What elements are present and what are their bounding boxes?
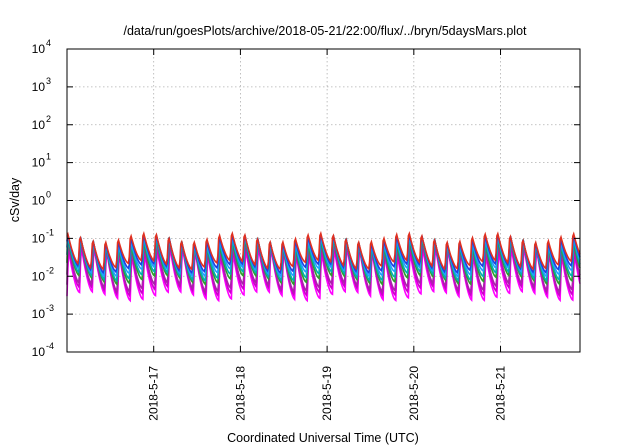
- y-tick-exponent: 3: [46, 76, 51, 86]
- y-tick-label: 10: [32, 307, 46, 321]
- y-tick-exponent: 0: [46, 190, 51, 200]
- chart-title: /data/run/goesPlots/archive/2018-05-21/2…: [123, 24, 527, 38]
- y-tick-label: 10: [32, 118, 46, 132]
- x-axis-title: Coordinated Universal Time (UTC): [227, 431, 419, 445]
- y-tick-exponent: -3: [46, 303, 54, 313]
- y-tick-exponent: 1: [46, 152, 51, 162]
- x-tick-label: 2018-5-17: [147, 366, 161, 421]
- y-tick-label: 10: [32, 231, 46, 245]
- x-axis: 2018-5-17 2018-5-18 2018-5-19 2018-5-20 2018…: [147, 49, 508, 421]
- series-line: [66, 230, 581, 271]
- y-axis-title: cSv/day: [8, 177, 22, 222]
- y-tick-label: 10: [32, 156, 46, 170]
- y-tick-label: 10: [32, 345, 46, 359]
- grid-lines: [67, 49, 580, 352]
- y-tick-label: 10: [32, 269, 46, 283]
- x-tick-label: 2018-5-18: [233, 366, 247, 421]
- x-tick-label: 2018-5-21: [494, 366, 508, 421]
- x-tick-label: 2018-5-20: [407, 366, 421, 421]
- y-tick-exponent: -1: [46, 227, 54, 237]
- y-tick-exponent: -4: [46, 341, 54, 351]
- y-tick-exponent: 4: [46, 38, 51, 48]
- y-tick-exponent: 2: [46, 114, 51, 124]
- y-tick-label: 10: [32, 80, 46, 94]
- series-group: [66, 230, 581, 303]
- y-tick-exponent: -2: [46, 265, 54, 275]
- x-tick-label: 2018-5-19: [320, 366, 334, 421]
- y-tick-label: 10: [32, 194, 46, 208]
- series-line: [66, 243, 581, 295]
- y-tick-label: 10: [32, 42, 46, 56]
